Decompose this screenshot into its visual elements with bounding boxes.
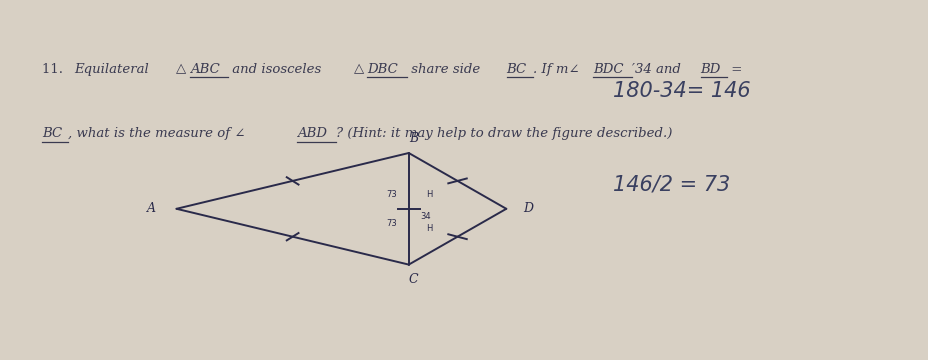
Text: =: = — [727, 63, 741, 76]
Text: △: △ — [176, 63, 187, 76]
Text: H: H — [426, 190, 432, 199]
Text: DBC: DBC — [367, 63, 397, 76]
Text: . If m∠: . If m∠ — [532, 63, 579, 76]
Text: A: A — [147, 202, 156, 215]
Text: ′34 and: ′34 and — [631, 63, 685, 76]
Text: B: B — [408, 132, 418, 145]
Text: BC: BC — [506, 63, 526, 76]
Text: BC: BC — [42, 127, 62, 140]
Text: 11.: 11. — [42, 63, 67, 76]
Text: BD: BD — [700, 63, 720, 76]
Text: Equilateral: Equilateral — [74, 63, 153, 76]
Text: C: C — [408, 273, 418, 285]
Text: 180-34= 146: 180-34= 146 — [612, 81, 750, 101]
Text: share side: share side — [406, 63, 483, 76]
Text: , what is the measure of ∠: , what is the measure of ∠ — [68, 127, 245, 140]
Text: H: H — [426, 224, 432, 233]
Text: 34: 34 — [419, 212, 431, 220]
Text: and isosceles: and isosceles — [227, 63, 325, 76]
Text: ? (Hint: it may help to draw the figure described.): ? (Hint: it may help to draw the figure … — [335, 127, 671, 140]
Text: 73: 73 — [386, 219, 397, 228]
Text: 73: 73 — [386, 190, 397, 199]
Text: 146/2 = 73: 146/2 = 73 — [612, 174, 729, 194]
Text: BDC: BDC — [592, 63, 623, 76]
Text: ABD: ABD — [296, 127, 327, 140]
Text: △: △ — [354, 63, 364, 76]
Text: ABC: ABC — [189, 63, 219, 76]
Text: D: D — [522, 202, 533, 215]
